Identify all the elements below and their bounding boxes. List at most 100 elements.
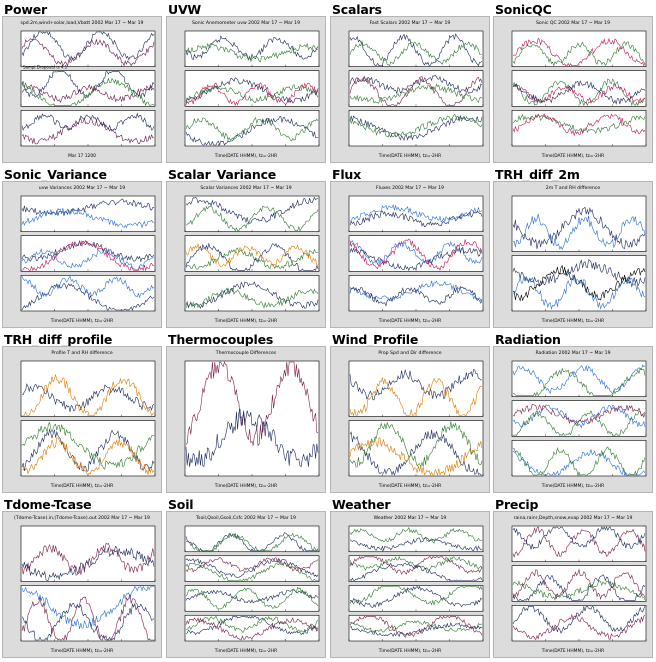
plot-trace	[349, 536, 483, 552]
plot-trace	[349, 76, 483, 106]
plot-thumbnail[interactable]: (Tdome-Tcase).in,(Tdome-Tcase).out 2002 …	[2, 511, 162, 658]
plot-panel	[20, 110, 156, 147]
plot-cell: Weather Weather 2002 Mar 17 ~ Mar 19 Time(…	[330, 497, 490, 658]
plot-panel	[348, 30, 484, 67]
plot-image: spd.2m,wind+solar,load,Vbatt 2002 Mar 17…	[20, 20, 156, 159]
plot-thumbnail[interactable]: Radiation 2002 Mar 17 ~ Mar 19 Time(DATE …	[493, 346, 653, 493]
plot-panel	[184, 555, 320, 582]
plot-title-link[interactable]: Radiation	[495, 332, 561, 347]
plot-thumbnail[interactable]: raina,rainr,Depth,snow,evap 2002 Mar 17 …	[493, 511, 653, 658]
plot-trace	[512, 206, 646, 249]
plot-thumbnail[interactable]: Weather 2002 Mar 17 ~ Mar 19 Time(DATE HH…	[330, 511, 490, 658]
plot-panel	[184, 614, 320, 642]
plot-trace	[21, 239, 155, 272]
plot-title-link[interactable]: Tdome-Tcase	[4, 497, 92, 512]
plot-trace	[349, 210, 483, 228]
plot-cell: UVW Sonic Anemometer uvw 2002 Mar 17 ~ Ma…	[166, 2, 326, 163]
plot-title-link[interactable]: Soil	[168, 497, 194, 512]
plot-cell: Radiation Radiation 2002 Mar 17 ~ Mar 19 T…	[493, 332, 653, 493]
plot-trace	[185, 617, 319, 641]
plot-thumbnail[interactable]: Fast Scalars 2002 Mar 17 ~ Mar 19 Time(DA…	[330, 16, 490, 163]
plot-panel	[511, 565, 647, 602]
plot-trace	[185, 204, 319, 232]
plot-thumbnail[interactable]: Profile T and RH difference Time(DATE HHM…	[2, 346, 162, 493]
plot-trace	[185, 117, 319, 142]
plot-trace	[185, 615, 319, 636]
plot-thumbnail[interactable]: Thermocouple Differences Time(DATE HHMM),…	[166, 346, 326, 493]
plot-thumbnail[interactable]: Scalar Variances 2002 Mar 17 ~ Mar 19 Tim…	[166, 181, 326, 328]
plot-title-link[interactable]: Precip	[495, 497, 539, 512]
plot-image: Scalar Variances 2002 Mar 17 ~ Mar 19 Tim…	[184, 185, 320, 324]
plot-thumbnail[interactable]: uvw Variances 2002 Mar 17 ~ Mar 19 Time(D…	[2, 181, 162, 328]
plot-panel	[511, 360, 647, 397]
plot-trace	[349, 615, 483, 638]
plot-trace	[185, 196, 319, 224]
plot-trace	[21, 545, 155, 581]
plot-panel	[511, 70, 647, 107]
plot-trace	[21, 428, 155, 472]
plot-trace	[349, 421, 483, 468]
plot-cell: Scalars Fast Scalars 2002 Mar 17 ~ Mar 19…	[330, 2, 490, 163]
plot-panel	[348, 585, 484, 612]
plot-panel	[348, 555, 484, 582]
plot-thumbnail[interactable]: Prop Spd and Dir difference Time(DATE HHM…	[330, 346, 490, 493]
plot-title-link[interactable]: Flux	[332, 167, 361, 182]
plot-trace	[512, 574, 646, 602]
plot-title-link[interactable]: Scalars	[332, 2, 382, 17]
plot-title-link[interactable]: UVW	[168, 2, 202, 17]
plot-cell: TRH_diff_profile Profile T and RH differe…	[2, 332, 162, 493]
plot-image: Sonic Anemometer uvw 2002 Mar 17 ~ Mar 1…	[184, 20, 320, 159]
plot-x-axis-label: Time(DATE HHMM), tz=-2HR	[214, 318, 277, 324]
plot-x-axis-label: Time(DATE HHMM), tz=-2HR	[50, 483, 113, 489]
plot-image: Fluxes 2002 Mar 17 ~ Mar 19 Time(DATE HHM…	[348, 185, 484, 324]
plot-x-axis-label: Time(DATE HHMM), tz=-2HR	[378, 318, 441, 324]
plot-trace	[21, 112, 155, 132]
plot-cell: Precip raina,rainr,Depth,snow,evap 2002 M…	[493, 497, 653, 658]
plot-thumbnail[interactable]: spd.2m,wind+solar,load,Vbatt 2002 Mar 17…	[2, 16, 162, 163]
plot-thumbnail[interactable]: Fluxes 2002 Mar 17 ~ Mar 19 Time(DATE HHM…	[330, 181, 490, 328]
plot-title-link[interactable]: Sonic_Variance	[4, 167, 107, 182]
plot-panel	[511, 110, 647, 147]
plot-title-link[interactable]: Scalar_Variance	[168, 167, 277, 182]
plot-title-link[interactable]: Wind_Profile	[332, 332, 419, 347]
plot-image: Profile T and RH difference Time(DATE HHM…	[20, 350, 156, 489]
plot-x-axis-label: Time(DATE HHMM), tz=-2HR	[378, 648, 441, 654]
plot-title-link[interactable]: TRH_diff_2m	[495, 167, 580, 182]
plot-image: Tsoil,Qsoil,Gsoil,Csfc 2002 Mar 17 ~ Mar…	[184, 515, 320, 654]
plot-trace	[349, 437, 483, 477]
plot-trace	[21, 31, 155, 61]
plot-title-link[interactable]: Weather	[332, 497, 391, 512]
plot-trace	[185, 83, 319, 103]
plot-trace	[21, 240, 155, 263]
plot-cell: Flux Fluxes 2002 Mar 17 ~ Mar 19 Time(DATE…	[330, 167, 490, 328]
plot-trace	[21, 247, 155, 270]
plot-image: Fast Scalars 2002 Mar 17 ~ Mar 19 Time(DA…	[348, 20, 484, 159]
plot-thumbnail[interactable]: 2m T and RH difference Time(DATE HHMM), t…	[493, 181, 653, 328]
plot-note: Sampl Dropouts is 4.1	[23, 65, 68, 70]
plot-cell: Power spd.2m,wind+solar,load,Vbatt 2002 M…	[2, 2, 162, 163]
plot-trace	[512, 41, 646, 67]
plot-trace	[512, 403, 646, 425]
plot-image: (Tdome-Tcase).in,(Tdome-Tcase).out 2002 …	[14, 515, 156, 654]
plot-cell: SonicQC Sonic QC 2002 Mar 17 ~ Mar 19 Time…	[493, 2, 653, 163]
plot-thumbnail[interactable]: Sonic QC 2002 Mar 17 ~ Mar 19 Time(DATE H…	[493, 16, 653, 163]
plot-title-link[interactable]: Power	[4, 2, 47, 17]
plot-title-link[interactable]: SonicQC	[495, 2, 552, 17]
plot-trace	[185, 558, 319, 578]
plot-title-link[interactable]: Thermocouples	[168, 332, 274, 347]
plot-thumbnail[interactable]: Tsoil,Qsoil,Gsoil,Csfc 2002 Mar 17 ~ Mar…	[166, 511, 326, 658]
plot-trace	[512, 446, 646, 477]
plot-trace	[185, 242, 319, 267]
plot-title-link[interactable]: TRH_diff_profile	[4, 332, 113, 347]
plot-trace	[21, 71, 155, 99]
plot-trace	[512, 264, 646, 302]
plot-trace	[21, 594, 154, 641]
plot-trace	[349, 585, 483, 606]
plot-trace	[185, 42, 319, 63]
plot-trace	[512, 83, 646, 104]
plot-thumbnail[interactable]: Sonic Anemometer uvw 2002 Mar 17 ~ Mar 1…	[166, 16, 326, 163]
plot-trace	[185, 247, 319, 270]
plot-trace	[512, 274, 646, 310]
plot-trace	[185, 82, 319, 106]
plot-subtitle: Fluxes 2002 Mar 17 ~ Mar 19	[376, 185, 444, 191]
